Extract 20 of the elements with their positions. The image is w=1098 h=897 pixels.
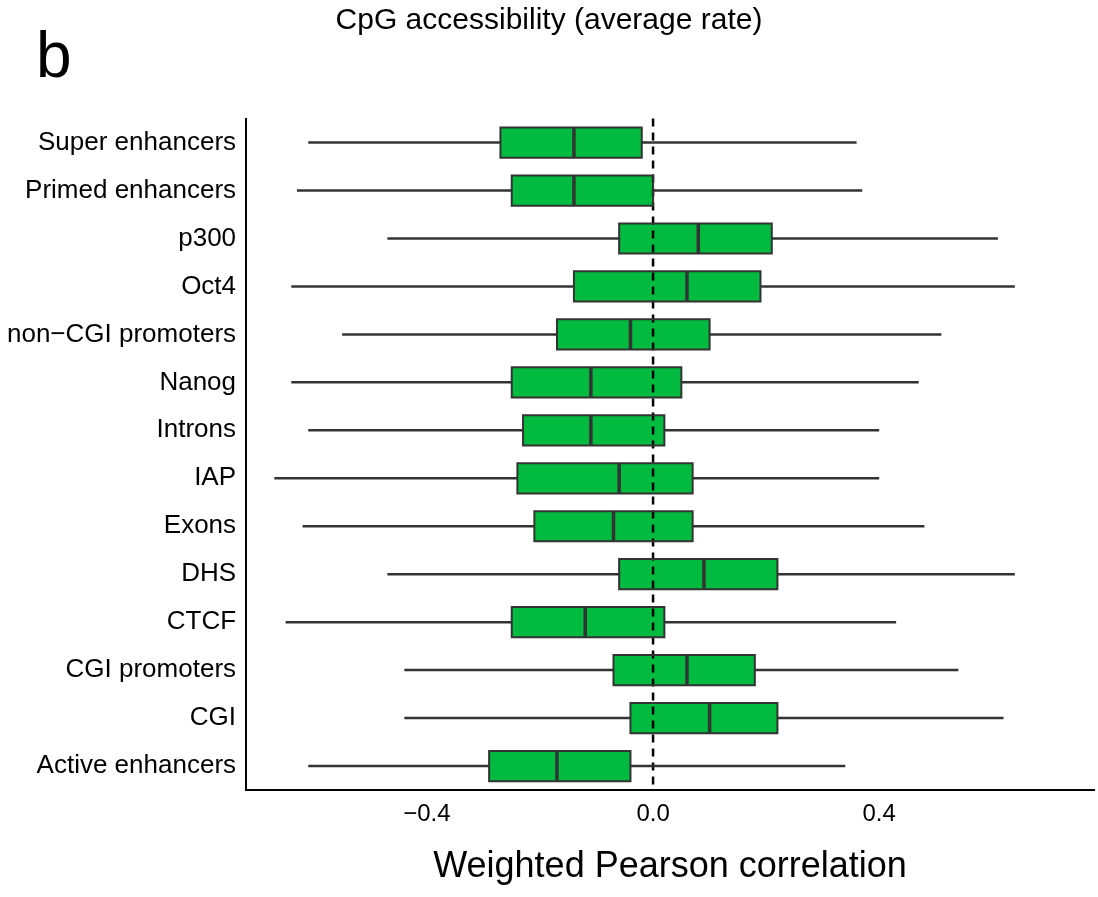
y-tick-label: CGI [189,701,237,732]
chart-title: CpG accessibility (average rate) [335,2,763,35]
x-tick-label: 0.4 [862,799,896,827]
y-tick-label: Introns [156,413,237,444]
x-tick-label: 0.0 [636,799,670,827]
y-tick-label: Super enhancers [38,125,237,156]
y-tick-label: Nanog [159,365,237,396]
y-tick-label: p300 [178,221,237,252]
y-tick-label: DHS [181,557,237,588]
x-tick-label: −0.4 [403,799,451,827]
y-tick-label: Exons [163,509,237,540]
y-tick-label: CGI promoters [65,653,237,684]
y-tick-label: CTCF [166,605,237,636]
text: b [36,18,72,92]
y-tick-label: Oct4 [181,269,237,300]
y-tick-label: non−CGI promoters [6,317,237,348]
y-tick-label: Active enhancers [36,749,237,780]
y-tick-label: Primed enhancers [25,173,237,204]
y-tick-label: IAP [194,461,237,492]
x-axis-title: Weighted Pearson correlation [433,844,907,886]
